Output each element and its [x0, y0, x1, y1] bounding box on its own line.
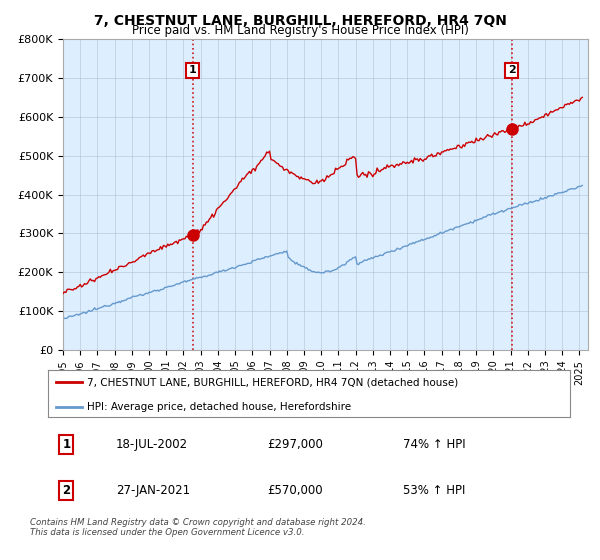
Text: 1: 1: [62, 438, 70, 451]
Text: 74% ↑ HPI: 74% ↑ HPI: [403, 438, 466, 451]
Text: £297,000: £297,000: [267, 438, 323, 451]
Text: 7, CHESTNUT LANE, BURGHILL, HEREFORD, HR4 7QN: 7, CHESTNUT LANE, BURGHILL, HEREFORD, HR…: [94, 14, 506, 28]
Text: 53% ↑ HPI: 53% ↑ HPI: [403, 484, 466, 497]
Text: HPI: Average price, detached house, Herefordshire: HPI: Average price, detached house, Here…: [87, 402, 351, 412]
Text: £570,000: £570,000: [267, 484, 323, 497]
Text: Contains HM Land Registry data © Crown copyright and database right 2024.
This d: Contains HM Land Registry data © Crown c…: [30, 518, 366, 538]
Text: 1: 1: [189, 66, 197, 75]
Text: 27-JAN-2021: 27-JAN-2021: [116, 484, 190, 497]
Text: 7, CHESTNUT LANE, BURGHILL, HEREFORD, HR4 7QN (detached house): 7, CHESTNUT LANE, BURGHILL, HEREFORD, HR…: [87, 377, 458, 388]
Text: 18-JUL-2002: 18-JUL-2002: [116, 438, 188, 451]
Text: Price paid vs. HM Land Registry's House Price Index (HPI): Price paid vs. HM Land Registry's House …: [131, 24, 469, 36]
Text: 2: 2: [62, 484, 70, 497]
Text: 2: 2: [508, 66, 515, 75]
